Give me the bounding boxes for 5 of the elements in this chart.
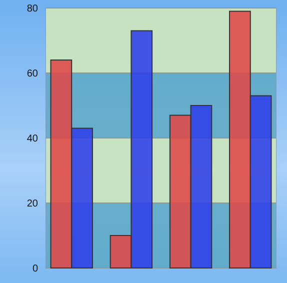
y-tick-label: 80 bbox=[26, 4, 38, 14]
y-tick-label: 20 bbox=[26, 198, 38, 210]
y-tick-label: 0 bbox=[32, 264, 38, 274]
y-tick-label: 40 bbox=[26, 134, 38, 144]
y-tick-label: 60 bbox=[26, 68, 38, 80]
